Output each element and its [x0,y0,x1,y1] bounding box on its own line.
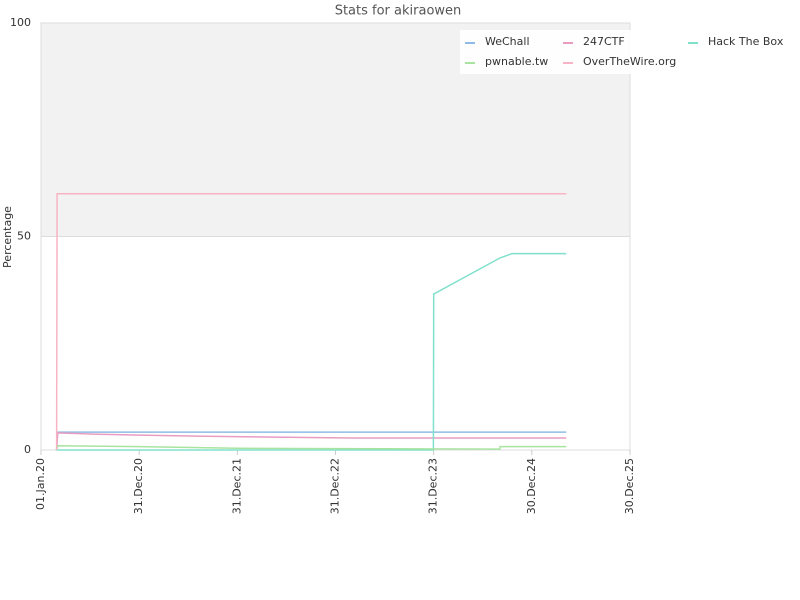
series-line [55,444,567,451]
series-line [55,432,567,451]
x-tick-label: 30.Dec.24 [525,458,538,514]
x-tick-label: 31.Dec.20 [132,458,145,514]
legend-label: WeChall [485,35,530,48]
x-tick-label: 31.Dec.22 [329,458,342,514]
series-line [55,193,567,451]
y-axis-label: Percentage [1,206,14,268]
y-tick-label: 50 [17,230,31,243]
y-tick-label: 100 [10,16,31,29]
legend-label: OverTheWire.org [583,55,676,68]
x-tick-label: 31.Dec.23 [427,458,440,514]
x-tick-label: 30.Dec.25 [623,458,636,514]
chart-title: Stats for akiraowen [335,4,462,19]
legend-label: 247CTF [583,35,625,48]
series-line [56,252,567,451]
legend-box [460,30,790,74]
x-tick-label: 01.Jan.20 [34,458,47,510]
y-tick-label: 0 [24,443,31,456]
x-tick-label: 31.Dec.21 [230,458,243,514]
legend-label: Hack The Box [708,35,784,48]
legend-label: pwnable.tw [485,55,548,68]
